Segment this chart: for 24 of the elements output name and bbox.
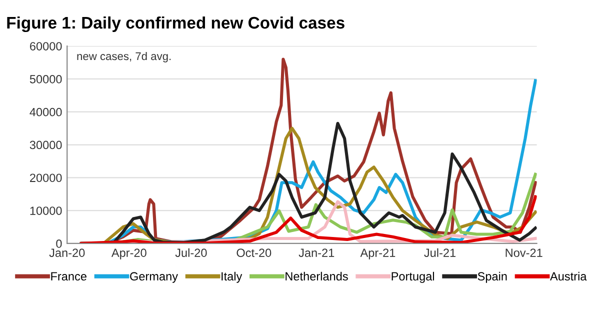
y-tick-label: 50000: [30, 74, 62, 84]
legend-label: Netherlands: [286, 272, 348, 281]
x-tick-label: Apr-21: [360, 248, 396, 260]
x-tick-label: Jul-21: [424, 248, 456, 257]
legend-label: Germany: [130, 272, 178, 283]
x-tick-label: Jan-20: [49, 248, 85, 257]
y-tick-label: 20000: [30, 174, 62, 182]
legend-label: France: [51, 272, 86, 281]
y-tick-label: 30000: [30, 140, 62, 150]
y-tick-label: 10000: [30, 206, 62, 215]
legend-label: Italy: [222, 272, 242, 283]
legend-label: Austria: [550, 272, 587, 281]
y-tick-label: 0: [56, 239, 62, 248]
y-tick-label: 60000: [30, 42, 62, 50]
x-tick-label: Jan-21: [298, 248, 334, 257]
legend-label: Portugal: [392, 272, 434, 283]
y-tick-label: 40000: [30, 108, 62, 116]
x-tick-label: Apr-20: [111, 248, 146, 260]
x-tick-label: Oct-20: [236, 248, 272, 257]
chart-title: Figure 1: Daily confirmed new Covid cases: [7, 16, 344, 32]
x-tick-label: Jul-20: [175, 248, 207, 257]
annotation: new cases, 7d avg.: [77, 52, 171, 62]
legend-label: Spain: [478, 272, 507, 283]
x-tick-label: Nov-21: [506, 248, 542, 257]
